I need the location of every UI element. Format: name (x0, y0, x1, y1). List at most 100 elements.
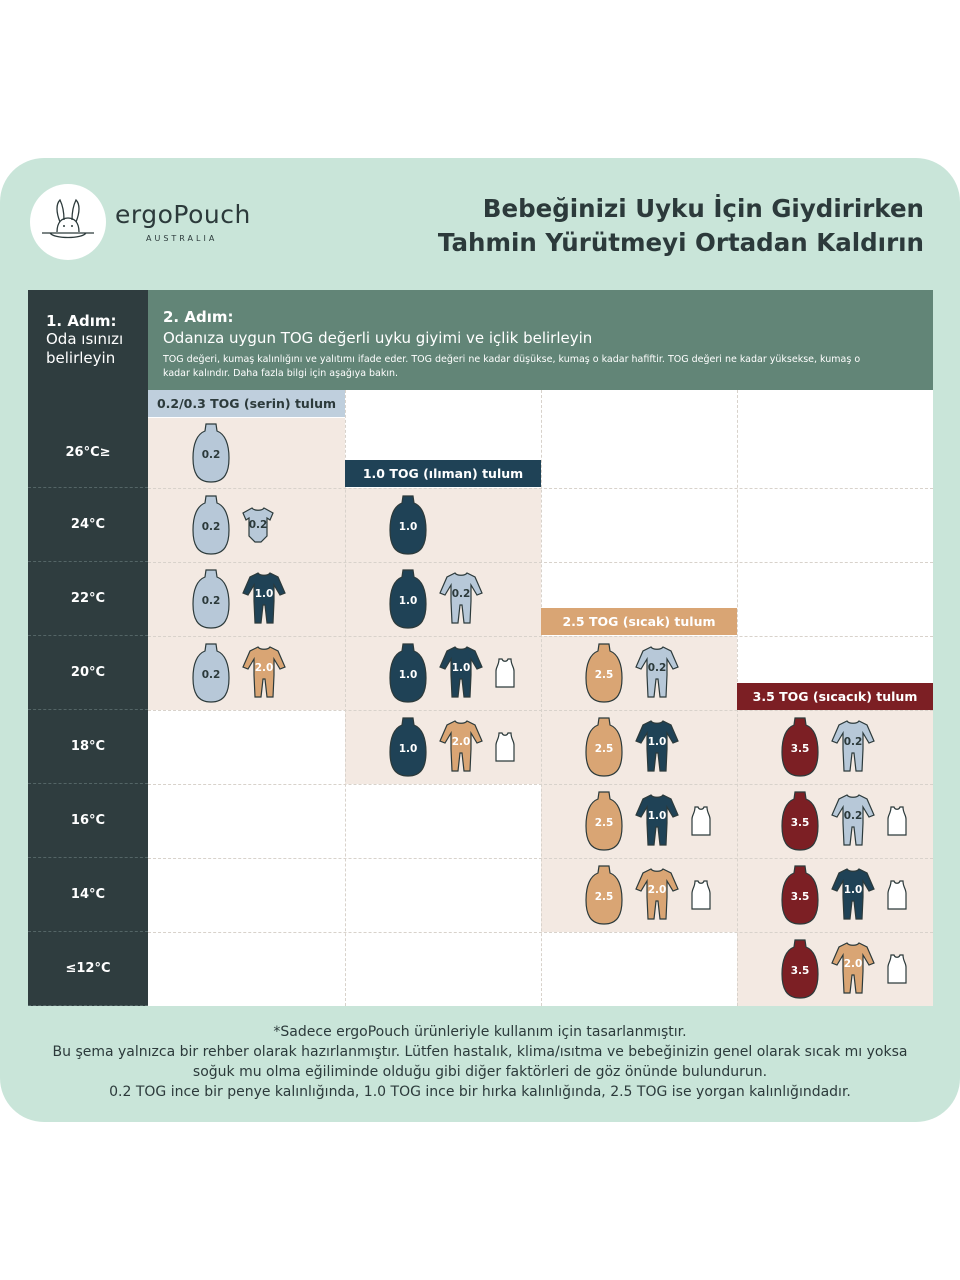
sleeping-bag-icon: 1.0 (388, 716, 428, 778)
recommended-cell (737, 710, 933, 784)
tog-value-label: 1.0 (399, 669, 418, 681)
sleeping-bag-icon: 0.2 (191, 422, 231, 484)
tog-value-label: 3.5 (791, 965, 810, 977)
tog-value-label: 2.5 (595, 891, 614, 903)
tog-band-label: 2.5 TOG (sıcak) tulum (541, 608, 737, 635)
clothing-shape: 0.2 (192, 643, 230, 703)
bodysuit-icon: 0.2 (438, 571, 484, 627)
sleeping-bag-icon: 3.5 (780, 716, 820, 778)
kangaroo-logo-icon (42, 198, 94, 239)
footer-line-2: Bu şema yalnızca bir rehber olarak hazır… (52, 1044, 908, 1060)
sleeping-bag-icon: 3.5 (780, 938, 820, 1000)
temperature-label: 20°C (28, 636, 148, 710)
singlet-icon (494, 731, 516, 763)
clothing-shape: 3.5 (781, 865, 819, 925)
page-title: Bebeğinizi Uyku İçin Giydirirken Tahmin … (364, 192, 924, 260)
grid-divider (541, 390, 542, 1006)
sleeping-bag-icon: 1.0 (388, 642, 428, 704)
bodysuit-icon: 2.0 (241, 645, 287, 701)
clothing-shape (495, 658, 515, 688)
sleeping-bag-icon: 3.5 (780, 790, 820, 852)
sleeping-bag-icon: 0.2 (191, 568, 231, 630)
clothing-shape (495, 732, 515, 762)
tog-value-label: 2.5 (595, 817, 614, 829)
tog-value-label: 2.0 (844, 958, 863, 970)
recommended-cell (148, 418, 345, 488)
step1-desc-line-1: Oda ısınızı (46, 330, 124, 348)
clothing-shape: 2.0 (242, 646, 286, 698)
clothing-shape: 3.5 (781, 939, 819, 999)
recommended-cell (345, 488, 541, 562)
bodysuit-icon: 2.0 (634, 867, 680, 923)
tog-value-label: 2.0 (648, 884, 667, 896)
step2-header: 2. Adım: Odanıza uygun TOG değerli uyku … (148, 290, 933, 390)
temperature-label: 18°C (28, 710, 148, 784)
tog-value-label: 2.0 (452, 736, 471, 748)
singlet-icon (886, 805, 908, 837)
clothing-shape: 1.0 (439, 646, 483, 698)
bodysuit-icon: 2.0 (438, 719, 484, 775)
tog-value-label: 1.0 (255, 588, 274, 600)
brand-subtitle: AUSTRALIA (146, 234, 218, 243)
tog-value-label: 1.0 (399, 595, 418, 607)
tog-value-label: 0.2 (452, 588, 471, 600)
temperature-label: 16°C (28, 784, 148, 858)
tog-band-label: 1.0 TOG (ılıman) tulum (345, 460, 541, 487)
temperature-label: 24°C (28, 488, 148, 562)
bodysuit-icon: 1.0 (634, 719, 680, 775)
tog-value-label: 2.0 (255, 662, 274, 674)
step2-subtitle: Odanıza uygun TOG değerli uyku giyimi ve… (163, 329, 593, 347)
title-line-1: Bebeğinizi Uyku İçin Giydirirken (482, 194, 924, 223)
clothing-shape: 3.5 (781, 791, 819, 851)
step1-title: 1. Adım: (46, 312, 117, 330)
tog-value-label: 0.2 (648, 662, 667, 674)
tog-value-label: 1.0 (399, 743, 418, 755)
clothing-shape: 1.0 (635, 794, 679, 846)
tog-value-label: 0.2 (249, 519, 268, 531)
temperature-label: 22°C (28, 562, 148, 636)
tog-value-label: 0.2 (202, 595, 221, 607)
clothing-shape (887, 806, 907, 836)
grid-divider (148, 562, 933, 563)
recommended-cell (148, 562, 345, 636)
clothing-shape (691, 806, 711, 836)
tog-value-label: 2.5 (595, 743, 614, 755)
bodysuit-icon: 0.2 (830, 719, 876, 775)
singlet-icon (886, 953, 908, 985)
step2-title: 2. Adım: (163, 308, 234, 326)
tog-value-label: 0.2 (844, 736, 863, 748)
tog-band-label: 3.5 TOG (sıcacık) tulum (737, 683, 933, 710)
row-header-spacer (28, 390, 148, 418)
step2-desc-line-1: TOG değeri, kumaş kalınlığını ve yalıtım… (163, 354, 861, 365)
footer-line-4: 0.2 TOG ince bir penye kalınlığında, 1.0… (109, 1084, 851, 1100)
footer-line-3: soğuk mu olma eğiliminde olduğu gibi diğ… (192, 1064, 768, 1080)
sleeping-bag-icon: 2.5 (584, 716, 624, 778)
sleeping-bag-icon: 0.2 (191, 642, 231, 704)
clothing-shape: 1.0 (389, 643, 427, 703)
tog-value-label: 1.0 (452, 662, 471, 674)
bodysuit-icon: 1.0 (438, 645, 484, 701)
brand-name: ergoPouch (115, 200, 251, 229)
tog-value-label: 3.5 (791, 817, 810, 829)
clothing-shape: 0.2 (635, 646, 679, 698)
singlet-icon (690, 805, 712, 837)
grid-divider (148, 636, 933, 637)
singlet-icon (690, 879, 712, 911)
clothing-shape: 0.2 (192, 569, 230, 629)
recommended-cell (148, 636, 345, 710)
clothing-shape: 1.0 (242, 572, 286, 624)
clothing-shape: 2.0 (635, 868, 679, 920)
tog-value-label: 1.0 (648, 810, 667, 822)
grid-divider (345, 390, 346, 1006)
tog-value-label: 0.2 (844, 810, 863, 822)
temperature-label: 14°C (28, 858, 148, 932)
tog-band-label: 0.2/0.3 TOG (serin) tulum (148, 390, 345, 417)
clothing-shape: 2.0 (831, 942, 875, 994)
clothing-shape: 2.5 (585, 717, 623, 777)
tog-value-label: 1.0 (844, 884, 863, 896)
recommended-cell (345, 562, 541, 636)
tog-value-label: 1.0 (399, 521, 418, 533)
singlet-icon (494, 657, 516, 689)
sleeping-bag-icon: 2.5 (584, 642, 624, 704)
sleeping-bag-icon: 0.2 (191, 494, 231, 556)
